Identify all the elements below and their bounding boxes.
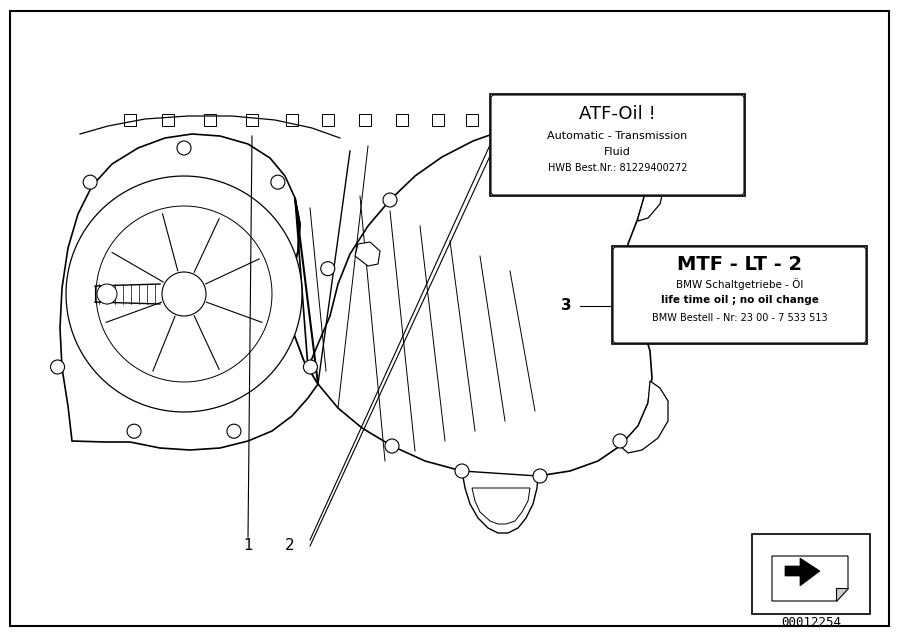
Polygon shape: [620, 381, 668, 453]
Circle shape: [385, 439, 399, 453]
Circle shape: [50, 360, 65, 374]
Polygon shape: [635, 148, 666, 221]
Circle shape: [628, 145, 642, 159]
Circle shape: [613, 434, 627, 448]
FancyBboxPatch shape: [491, 95, 744, 195]
Polygon shape: [66, 176, 302, 412]
Bar: [286, 114, 298, 126]
Circle shape: [127, 424, 141, 438]
Polygon shape: [772, 556, 848, 601]
Bar: [124, 114, 136, 126]
Text: 2: 2: [285, 539, 295, 553]
Polygon shape: [462, 471, 538, 533]
Bar: [246, 114, 258, 126]
Circle shape: [455, 464, 469, 478]
Bar: [359, 114, 371, 126]
Text: Fluid: Fluid: [604, 147, 631, 157]
Bar: [162, 114, 174, 126]
Polygon shape: [60, 134, 318, 450]
Circle shape: [227, 424, 241, 438]
Bar: [752, 534, 870, 614]
Text: MTF - LT - 2: MTF - LT - 2: [677, 254, 802, 273]
Text: BMW Bestell - Nr: 23 00 - 7 533 513: BMW Bestell - Nr: 23 00 - 7 533 513: [652, 313, 827, 323]
Circle shape: [271, 175, 284, 189]
Polygon shape: [472, 488, 530, 524]
FancyBboxPatch shape: [613, 247, 866, 343]
Polygon shape: [836, 588, 848, 601]
Bar: [396, 114, 408, 126]
Circle shape: [83, 175, 97, 189]
Bar: [612, 246, 867, 344]
Circle shape: [641, 289, 655, 303]
Polygon shape: [355, 242, 380, 266]
Polygon shape: [96, 206, 272, 382]
Text: HWB Best.Nr.: 81229400272: HWB Best.Nr.: 81229400272: [548, 163, 688, 173]
Circle shape: [320, 261, 335, 275]
Bar: [490, 94, 745, 196]
Circle shape: [533, 469, 547, 483]
Polygon shape: [290, 124, 652, 476]
Text: 1: 1: [243, 539, 253, 553]
Text: BMW Schaltgetriebe - Öl: BMW Schaltgetriebe - Öl: [676, 278, 803, 290]
Text: life time oil ; no oil change: life time oil ; no oil change: [661, 295, 818, 305]
Text: ATF-Oil !: ATF-Oil !: [579, 105, 656, 123]
Bar: [322, 114, 334, 126]
Circle shape: [383, 193, 397, 207]
Circle shape: [497, 121, 511, 135]
Circle shape: [177, 141, 191, 155]
Text: 00012254: 00012254: [781, 616, 841, 628]
Bar: [466, 114, 478, 126]
Bar: [204, 114, 216, 126]
Circle shape: [303, 360, 318, 374]
Polygon shape: [162, 272, 206, 316]
Bar: [432, 114, 444, 126]
Text: 3: 3: [562, 298, 572, 314]
Polygon shape: [785, 558, 820, 586]
Text: Automatic - Transmission: Automatic - Transmission: [547, 131, 688, 141]
Circle shape: [97, 284, 117, 304]
